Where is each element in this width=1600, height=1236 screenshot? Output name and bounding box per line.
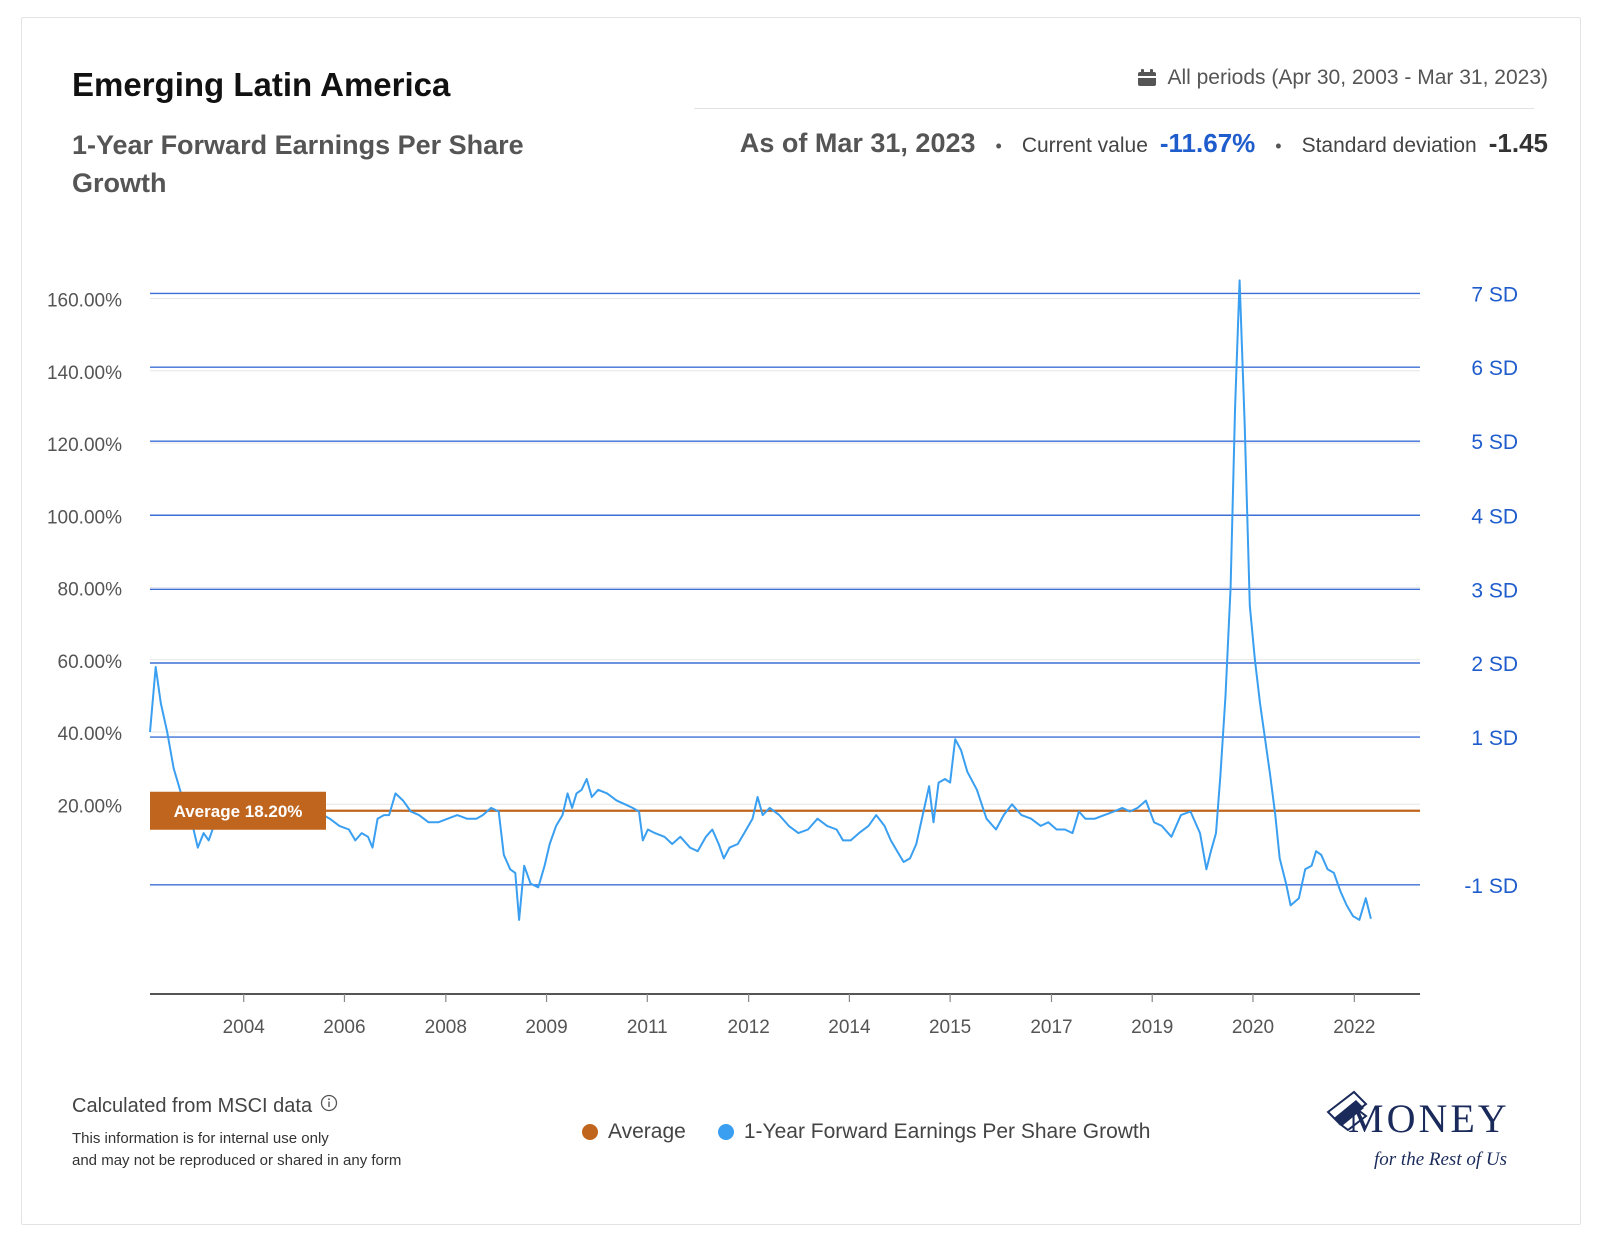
sd-label: 6 SD	[1471, 357, 1518, 380]
usage-note-line: and may not be reproduced or shared in a…	[72, 1152, 402, 1169]
as-of-date: As of Mar 31, 2023	[739, 128, 976, 158]
sd-label: 5 SD	[1471, 431, 1518, 454]
std-dev-label: Standard deviation	[1301, 134, 1477, 157]
current-value-label: Current value	[1021, 134, 1148, 157]
y-tick-label: 120.00%	[47, 435, 122, 456]
period-selector[interactable]: All periods (Apr 30, 2003 - Mar 31, 2023…	[1137, 66, 1548, 90]
source-label: Calculated from MSCI data	[72, 1094, 313, 1117]
current-value: -11.67%	[1159, 128, 1256, 158]
separator-dot: •	[995, 136, 1002, 156]
page-title: Emerging Latin America	[72, 66, 451, 103]
legend-swatch-series	[717, 1124, 734, 1140]
separator-dot: •	[1275, 136, 1282, 156]
logo-tagline: for the Rest of Us	[1374, 1149, 1507, 1170]
money-logo: MONEY for the Rest of Us	[1326, 1090, 1536, 1180]
x-tick-label: 2022	[1333, 1017, 1375, 1038]
y-tick-label: 40.00%	[58, 724, 123, 745]
x-tick-label: 2006	[323, 1017, 365, 1038]
line-chart: 7 SD 6 SD 5 SD 4 SD 3 SD 2 SD 1 SD -1 SD 20.00% 4…	[47, 279, 1518, 1038]
calendar-icon	[1137, 69, 1157, 87]
eps-growth-series-line	[149, 279, 1372, 921]
header-divider	[694, 108, 1534, 109]
x-tick-label: 2004	[223, 1017, 266, 1038]
x-tick-label: 2015	[929, 1017, 971, 1038]
data-source: Calculated from MSCI data	[72, 1094, 338, 1118]
y-tick-label: 140.00%	[47, 363, 122, 384]
y-tick-label: 20.00%	[58, 796, 123, 817]
stats-bar: As of Mar 31, 2023 • Current value -11.6…	[740, 128, 1548, 159]
legend-item-series[interactable]: 1-Year Forward Earnings Per Share Growth	[717, 1120, 1151, 1144]
x-tick-label: 2017	[1030, 1017, 1072, 1038]
y-tick-label: 100.00%	[47, 507, 122, 528]
sd-label: 1 SD	[1471, 727, 1518, 750]
period-label: All periods (Apr 30, 2003 - Mar 31, 2023…	[1167, 66, 1548, 89]
average-badge	[150, 791, 326, 830]
legend-label: 1-Year Forward Earnings Per Share Growth	[743, 1120, 1151, 1143]
sd-label: 4 SD	[1471, 505, 1518, 528]
logo-mark-icon	[1326, 1090, 1368, 1132]
chart-subtitle: 1-Year Forward Earnings Per Share Growth	[72, 130, 524, 198]
info-icon[interactable]	[320, 1094, 338, 1118]
std-dev-value: -1.45	[1488, 128, 1548, 158]
sd-label: 3 SD	[1471, 579, 1518, 602]
chart-legend: Average 1-Year Forward Earnings Per Shar…	[582, 1120, 1150, 1144]
x-tick-label: 2020	[1232, 1017, 1274, 1038]
average-badge-label: Average 18.20%	[174, 802, 303, 821]
legend-label: Average	[608, 1120, 686, 1143]
x-tick-label: 2019	[1131, 1017, 1173, 1038]
usage-note-line: This information is for internal use onl…	[72, 1130, 329, 1147]
legend-item-average[interactable]: Average	[582, 1120, 686, 1144]
usage-note: This information is for internal use onl…	[72, 1128, 401, 1172]
sd-label: -1 SD	[1464, 875, 1518, 898]
sd-label: 2 SD	[1471, 653, 1518, 676]
y-tick-label: 160.00%	[47, 291, 122, 312]
x-tick-label: 2009	[525, 1017, 567, 1038]
x-tick-label: 2014	[828, 1017, 871, 1038]
y-tick-label: 80.00%	[58, 580, 123, 601]
x-tick-label: 2011	[627, 1017, 668, 1038]
sd-label: 7 SD	[1471, 283, 1518, 306]
x-tick-label: 2008	[425, 1017, 467, 1038]
x-tick-label: 2012	[728, 1017, 770, 1038]
logo-wordmark: MONEY	[1348, 1096, 1510, 1141]
legend-swatch-average	[582, 1124, 598, 1140]
chart-card	[21, 17, 1581, 1225]
y-tick-label: 60.00%	[58, 652, 123, 673]
